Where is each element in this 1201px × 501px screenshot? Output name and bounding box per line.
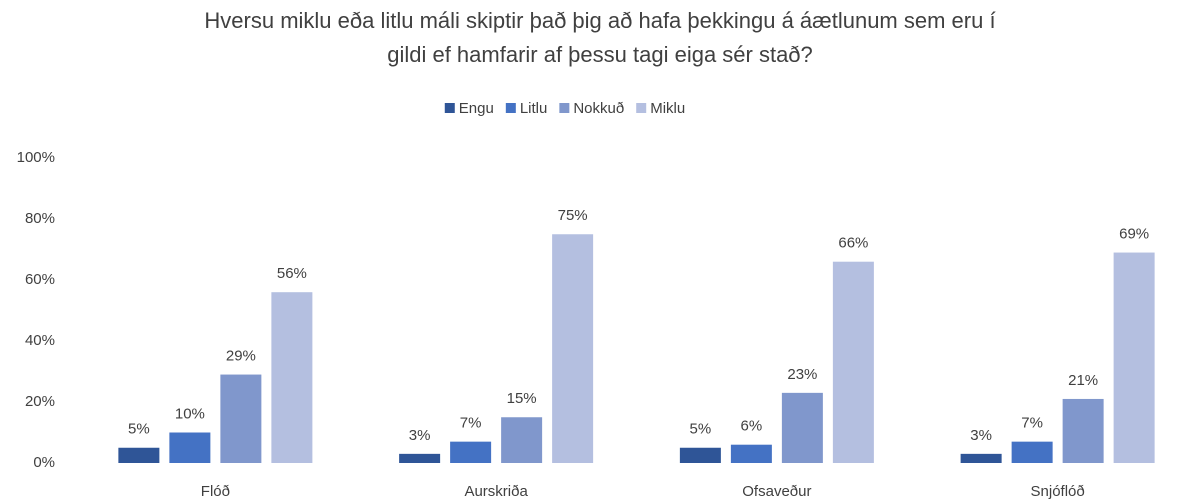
legend-label: Miklu bbox=[650, 100, 685, 117]
bar bbox=[679, 447, 721, 463]
y-tick-label: 100% bbox=[17, 149, 55, 166]
value-label: 23% bbox=[787, 366, 817, 383]
legend-label: Nokkuð bbox=[573, 100, 624, 117]
bar bbox=[1113, 252, 1155, 463]
x-tick-label: Aurskriða bbox=[464, 483, 528, 500]
bar bbox=[1011, 441, 1053, 463]
y-tick-label: 80% bbox=[25, 210, 55, 227]
bar bbox=[399, 453, 441, 463]
bar bbox=[552, 234, 594, 463]
bar bbox=[730, 444, 772, 463]
legend-swatch bbox=[505, 103, 516, 113]
bar bbox=[1062, 398, 1104, 463]
legend-label: Engu bbox=[459, 100, 494, 117]
legend-swatch bbox=[559, 103, 570, 113]
value-label: 5% bbox=[128, 421, 150, 438]
value-label: 15% bbox=[507, 390, 537, 407]
value-label: 6% bbox=[741, 418, 763, 435]
bar bbox=[220, 374, 262, 463]
bar bbox=[450, 441, 492, 463]
y-tick-label: 0% bbox=[33, 454, 55, 471]
value-label: 56% bbox=[277, 265, 307, 282]
y-tick-label: 60% bbox=[25, 271, 55, 288]
value-label: 29% bbox=[226, 348, 256, 365]
value-label: 3% bbox=[409, 427, 431, 444]
bar bbox=[271, 292, 313, 463]
bar bbox=[832, 261, 874, 463]
bar bbox=[118, 447, 160, 463]
value-label: 10% bbox=[175, 405, 205, 422]
value-label: 21% bbox=[1068, 372, 1098, 389]
bar bbox=[501, 417, 543, 463]
value-label: 7% bbox=[1021, 415, 1043, 432]
y-tick-label: 40% bbox=[25, 332, 55, 349]
x-tick-label: Ofsaveður bbox=[742, 483, 811, 500]
value-label: 7% bbox=[460, 415, 482, 432]
legend-swatch bbox=[444, 103, 455, 113]
bar bbox=[960, 453, 1002, 463]
x-tick-label: Snjóflóð bbox=[1031, 483, 1085, 500]
y-tick-label: 20% bbox=[25, 393, 55, 410]
legend-swatch bbox=[636, 103, 647, 113]
value-label: 5% bbox=[690, 421, 712, 438]
value-label: 3% bbox=[970, 427, 992, 444]
bar bbox=[781, 392, 823, 463]
value-label: 69% bbox=[1119, 226, 1149, 243]
chart-title: gildi ef hamfarir af þessu tagi eiga sér… bbox=[387, 42, 813, 67]
chart-title: Hversu miklu eða litlu máli skiptir það … bbox=[204, 8, 995, 33]
value-label: 66% bbox=[838, 235, 868, 252]
legend-label: Litlu bbox=[520, 100, 548, 117]
bar bbox=[169, 432, 211, 463]
x-tick-label: Flóð bbox=[201, 483, 230, 500]
value-label: 75% bbox=[558, 207, 588, 224]
